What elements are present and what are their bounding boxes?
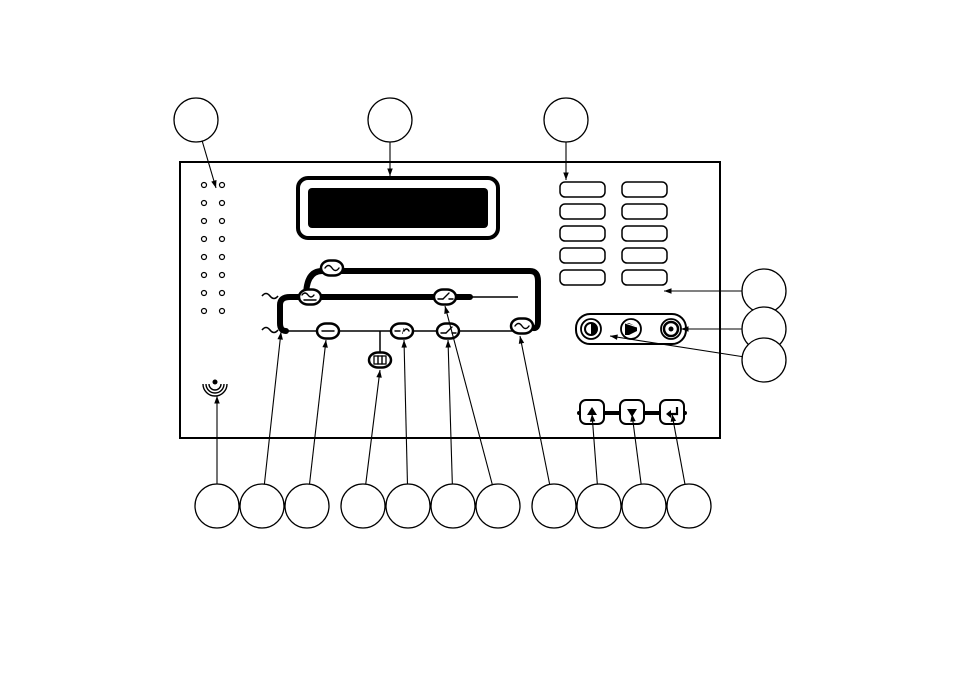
function-button[interactable] [560, 182, 605, 197]
led-indicator [202, 291, 207, 296]
schematic-node-n_top [321, 261, 343, 276]
function-button[interactable] [560, 204, 605, 219]
led-indicator [220, 291, 225, 296]
led-indicator [220, 255, 225, 260]
callout-arrowhead [563, 172, 568, 180]
callout-arrowhead [211, 180, 216, 188]
callout-leader [264, 332, 281, 484]
callout-circle [285, 484, 329, 528]
ac-tilde-icon [262, 328, 278, 333]
callout-leader [404, 340, 407, 484]
function-button[interactable] [622, 270, 667, 285]
callout-circle [667, 484, 711, 528]
function-button[interactable] [622, 204, 667, 219]
function-button[interactable] [560, 248, 605, 263]
speaker-wave [209, 384, 221, 390]
callout-arrowhead [387, 168, 392, 176]
led-indicator [202, 183, 207, 188]
callout-arrowhead [401, 340, 406, 348]
led-indicator [220, 219, 225, 224]
ctrl_horn-button[interactable] [621, 319, 641, 339]
led-indicator [220, 183, 225, 188]
callout-circle [341, 484, 385, 528]
function-button[interactable] [622, 248, 667, 263]
callout-arrowhead [376, 370, 381, 378]
callout-arrowhead [444, 306, 449, 314]
function-button[interactable] [622, 226, 667, 241]
ctrl_contrast-button[interactable] [581, 319, 601, 339]
led-indicator [220, 201, 225, 206]
schematic-node-n_b: / [391, 324, 413, 339]
lcd-screen [308, 188, 488, 228]
led-indicator [202, 219, 207, 224]
ctrl_target-button[interactable] [661, 319, 681, 339]
schematic-node-n_a [317, 324, 339, 339]
callout-arrowhead [322, 340, 327, 348]
callout-arrowhead [664, 288, 672, 293]
ac-tilde-icon [262, 294, 278, 299]
led-indicator [202, 201, 207, 206]
callout-circle [544, 98, 588, 142]
schematic-node-n_thin_top [434, 290, 456, 305]
led-indicator [220, 309, 225, 314]
callout-leader [520, 336, 550, 484]
function-button[interactable] [560, 226, 605, 241]
callout-circle [431, 484, 475, 528]
callout-circle [476, 484, 520, 528]
led-indicator [202, 255, 207, 260]
led-indicator [220, 237, 225, 242]
callout-circle [742, 338, 786, 382]
function-button[interactable] [560, 270, 605, 285]
callout-circle [174, 98, 218, 142]
callout-circle [368, 98, 412, 142]
callout-circle [386, 484, 430, 528]
schematic-node-n_drop [369, 353, 391, 368]
schematic-node-n_c [437, 324, 459, 339]
led-indicator [202, 237, 207, 242]
callout-arrowhead [445, 340, 450, 348]
schematic-node-n_mid [299, 290, 321, 305]
callout-circle [532, 484, 576, 528]
callout-leader [366, 370, 380, 484]
callout-leader [445, 306, 492, 485]
callout-circle [622, 484, 666, 528]
callout-leader [310, 340, 326, 484]
callout-circle [195, 484, 239, 528]
callout-arrowhead [519, 336, 524, 344]
schematic-node-n_d [511, 319, 533, 334]
led-indicator [202, 273, 207, 278]
callout-circle [577, 484, 621, 528]
callout-leader [448, 340, 452, 484]
speaker-dot [213, 380, 218, 385]
callout-arrowhead [214, 396, 219, 404]
callout-circle [240, 484, 284, 528]
led-indicator [220, 273, 225, 278]
led-indicator [202, 309, 207, 314]
function-button[interactable] [622, 182, 667, 197]
